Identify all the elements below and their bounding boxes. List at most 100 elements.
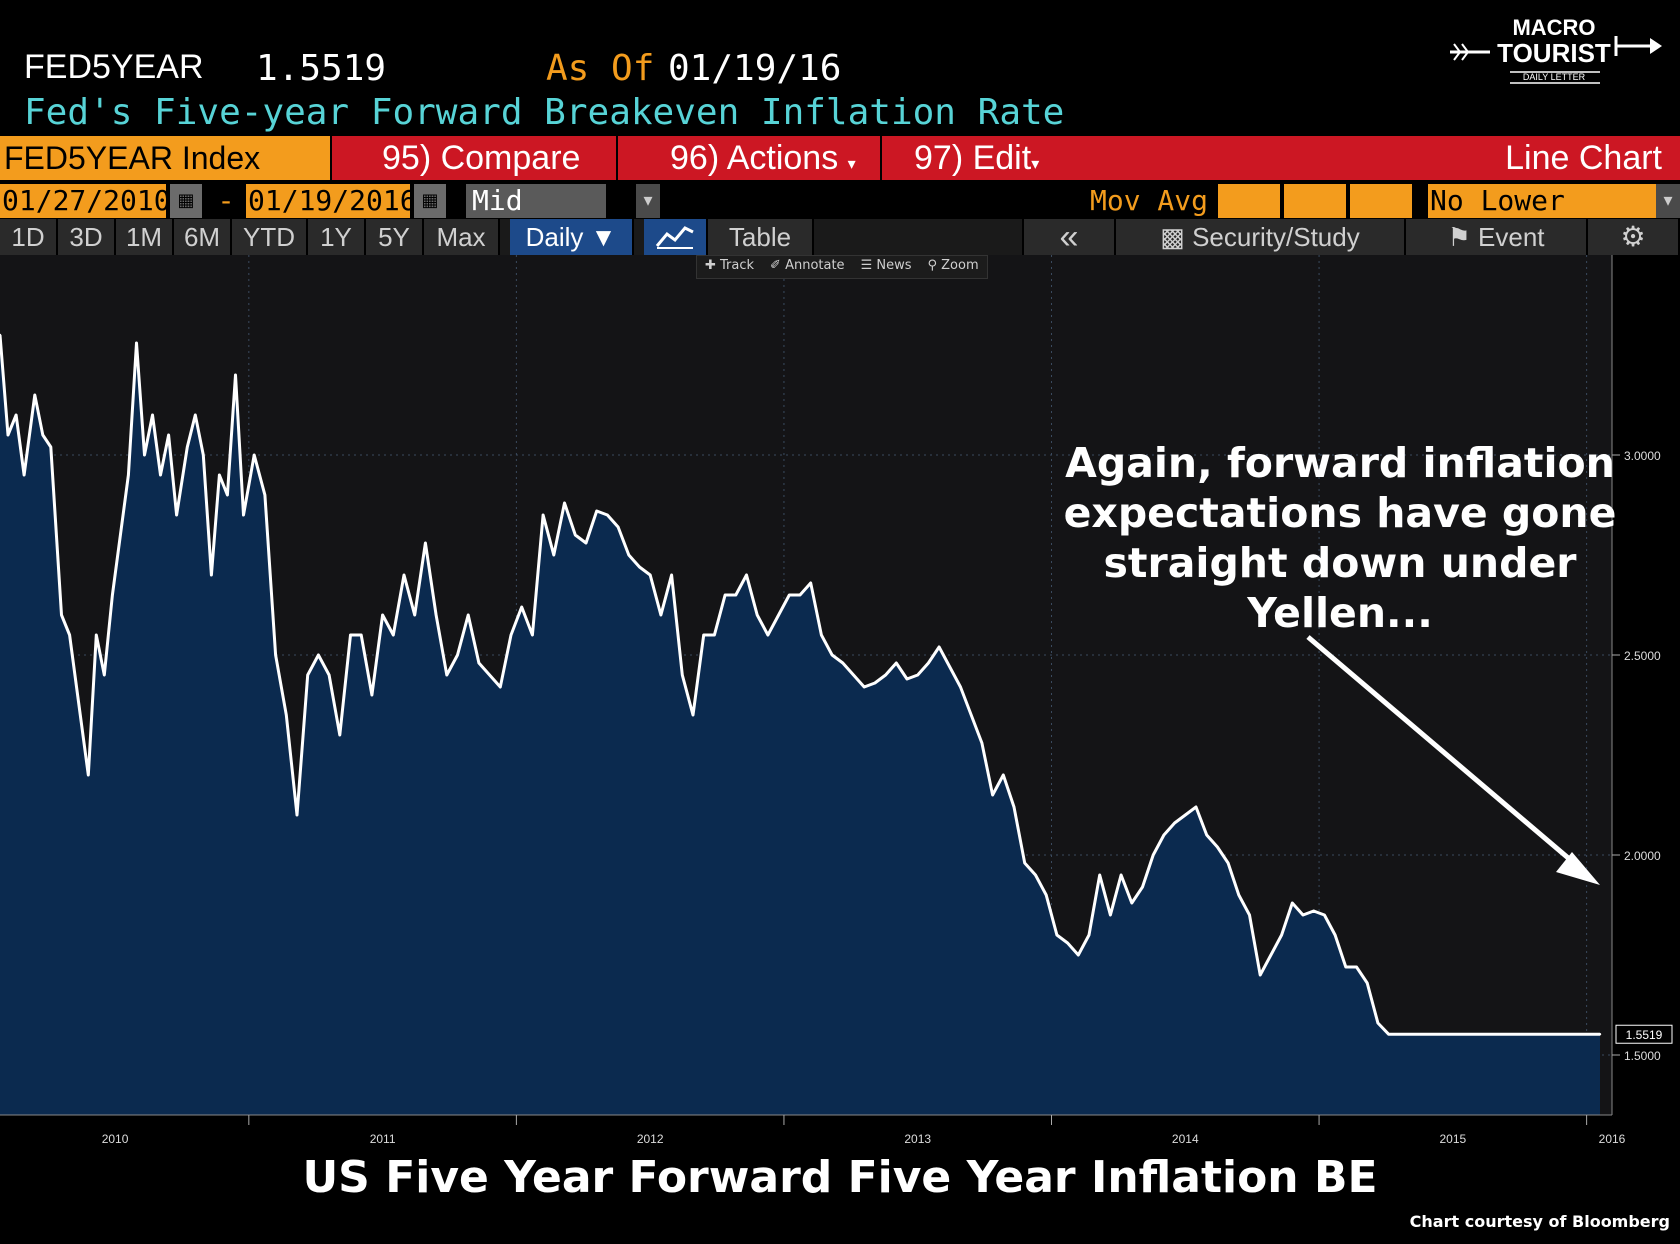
data-point bbox=[424, 541, 427, 545]
data-point bbox=[1494, 1033, 1497, 1036]
data-point bbox=[1462, 1033, 1465, 1036]
data-point bbox=[143, 453, 146, 457]
chevron-down-icon[interactable]: ▾ bbox=[636, 184, 660, 218]
data-point bbox=[226, 493, 229, 497]
data-point bbox=[809, 581, 812, 585]
last-value: 1.5519 bbox=[256, 48, 387, 89]
data-point bbox=[1109, 913, 1112, 917]
mov-avg-field-1[interactable] bbox=[1218, 184, 1280, 218]
data-point bbox=[1430, 1033, 1433, 1036]
data-point bbox=[884, 673, 887, 677]
data-point bbox=[820, 633, 823, 637]
data-point bbox=[970, 713, 973, 717]
collapse-back-icon[interactable]: « bbox=[1024, 219, 1116, 255]
period-tab-5y[interactable]: 5Y bbox=[366, 219, 424, 255]
data-point bbox=[1333, 933, 1337, 937]
mov-avg-field-2[interactable] bbox=[1284, 184, 1346, 218]
data-point bbox=[242, 513, 245, 517]
compare-button[interactable]: 95) Compare bbox=[330, 136, 616, 180]
period-tab-1m[interactable]: 1M bbox=[116, 219, 174, 255]
data-point bbox=[295, 813, 299, 817]
annotation-arrow bbox=[1306, 635, 1582, 870]
data-point bbox=[218, 473, 221, 477]
data-point bbox=[127, 473, 130, 477]
tool-news[interactable]: ☰ News bbox=[860, 258, 912, 273]
period-tab-1y[interactable]: 1Y bbox=[308, 219, 366, 255]
data-point bbox=[648, 573, 652, 577]
calendar-icon[interactable]: ▦ bbox=[414, 184, 446, 218]
data-point bbox=[41, 433, 45, 437]
calendar-icon[interactable]: ▦ bbox=[170, 184, 202, 218]
data-point bbox=[1055, 933, 1059, 937]
data-point bbox=[959, 685, 962, 689]
data-point bbox=[1066, 941, 1069, 945]
period-tab-max[interactable]: Max bbox=[424, 219, 500, 255]
data-point bbox=[1012, 805, 1016, 809]
line-chart-label[interactable]: Line Chart bbox=[1505, 139, 1662, 177]
chart-title: US Five Year Forward Five Year Inflation… bbox=[302, 1152, 1378, 1203]
mov-avg-field-3[interactable] bbox=[1350, 184, 1412, 218]
tab-spacer bbox=[814, 219, 1024, 255]
data-point bbox=[477, 661, 481, 665]
data-point bbox=[327, 673, 331, 677]
gear-icon[interactable]: ⚙ bbox=[1588, 219, 1680, 255]
end-date-field[interactable]: 01/19/2016 bbox=[246, 184, 417, 218]
data-point bbox=[1098, 873, 1101, 877]
period-tab-1d[interactable]: 1D bbox=[0, 219, 58, 255]
data-point bbox=[691, 713, 695, 717]
data-point bbox=[1077, 953, 1080, 957]
last-value-badge bbox=[1615, 1024, 1673, 1044]
tool-track[interactable]: ✚ Track bbox=[705, 258, 755, 273]
x-tick-label: 2013 bbox=[904, 1132, 931, 1146]
period-tab-6m[interactable]: 6M bbox=[174, 219, 232, 255]
x-tick-label: 2010 bbox=[102, 1132, 129, 1146]
svg-text:TOURIST: TOURIST bbox=[1497, 38, 1611, 68]
tool-zoom[interactable]: ⚲ Zoom bbox=[927, 258, 979, 273]
edit-button[interactable]: 97) Edit▾ bbox=[880, 136, 1050, 180]
data-point bbox=[1087, 933, 1091, 937]
data-point bbox=[1226, 861, 1230, 865]
event-label: Event bbox=[1478, 222, 1545, 252]
data-point bbox=[1034, 873, 1037, 877]
period-tab-3d[interactable]: 3D bbox=[58, 219, 116, 255]
data-point bbox=[103, 673, 106, 677]
data-point bbox=[980, 741, 984, 745]
data-point bbox=[159, 473, 162, 477]
data-point bbox=[33, 393, 36, 397]
last-value-badge-label: 1.5519 bbox=[1626, 1028, 1663, 1042]
table-tab[interactable]: Table bbox=[708, 219, 814, 255]
security-study-button[interactable]: ▩ Security/Study bbox=[1116, 219, 1406, 255]
data-point bbox=[1483, 1033, 1487, 1036]
x-tick-label: 2011 bbox=[370, 1132, 396, 1146]
mov-avg-label: Mov Avg bbox=[1090, 184, 1209, 217]
data-point bbox=[1130, 901, 1133, 905]
data-point bbox=[1301, 913, 1305, 917]
tool-annotate[interactable]: ✐ Annotate bbox=[770, 258, 845, 273]
data-point bbox=[638, 565, 641, 569]
actions-button[interactable]: 96) Actions ▾ bbox=[616, 136, 880, 180]
data-point bbox=[263, 493, 267, 497]
chevron-down-icon[interactable]: ▾ bbox=[1656, 184, 1680, 218]
start-date-field[interactable]: 01/27/2010 bbox=[0, 184, 171, 218]
data-point bbox=[1184, 813, 1187, 817]
data-point bbox=[1344, 965, 1348, 969]
series-area bbox=[0, 335, 1600, 1115]
data-point bbox=[1173, 821, 1176, 825]
chart-subtitle: Fed's Five-year Forward Breakeven Inflat… bbox=[24, 92, 1065, 133]
data-point bbox=[119, 533, 122, 537]
data-point bbox=[1590, 1033, 1594, 1036]
data-point bbox=[1237, 893, 1240, 897]
ticker-label: FED5YEAR bbox=[24, 48, 204, 86]
bar-chart-icon: ▩ bbox=[1160, 222, 1193, 252]
line-chart-icon[interactable] bbox=[644, 219, 708, 255]
event-button[interactable]: ⚑ Event bbox=[1406, 219, 1588, 255]
data-point bbox=[788, 593, 791, 597]
data-point bbox=[285, 713, 288, 717]
macro-tourist-logo: MACRO TOURIST DAILY LETTER bbox=[1450, 10, 1670, 90]
frequency-daily-tab[interactable]: Daily ▼ bbox=[510, 219, 634, 255]
data-point bbox=[381, 613, 384, 617]
data-point bbox=[0, 333, 2, 337]
period-tab-ytd[interactable]: YTD bbox=[232, 219, 308, 255]
security-index-field[interactable]: FED5YEAR Index bbox=[0, 136, 330, 180]
